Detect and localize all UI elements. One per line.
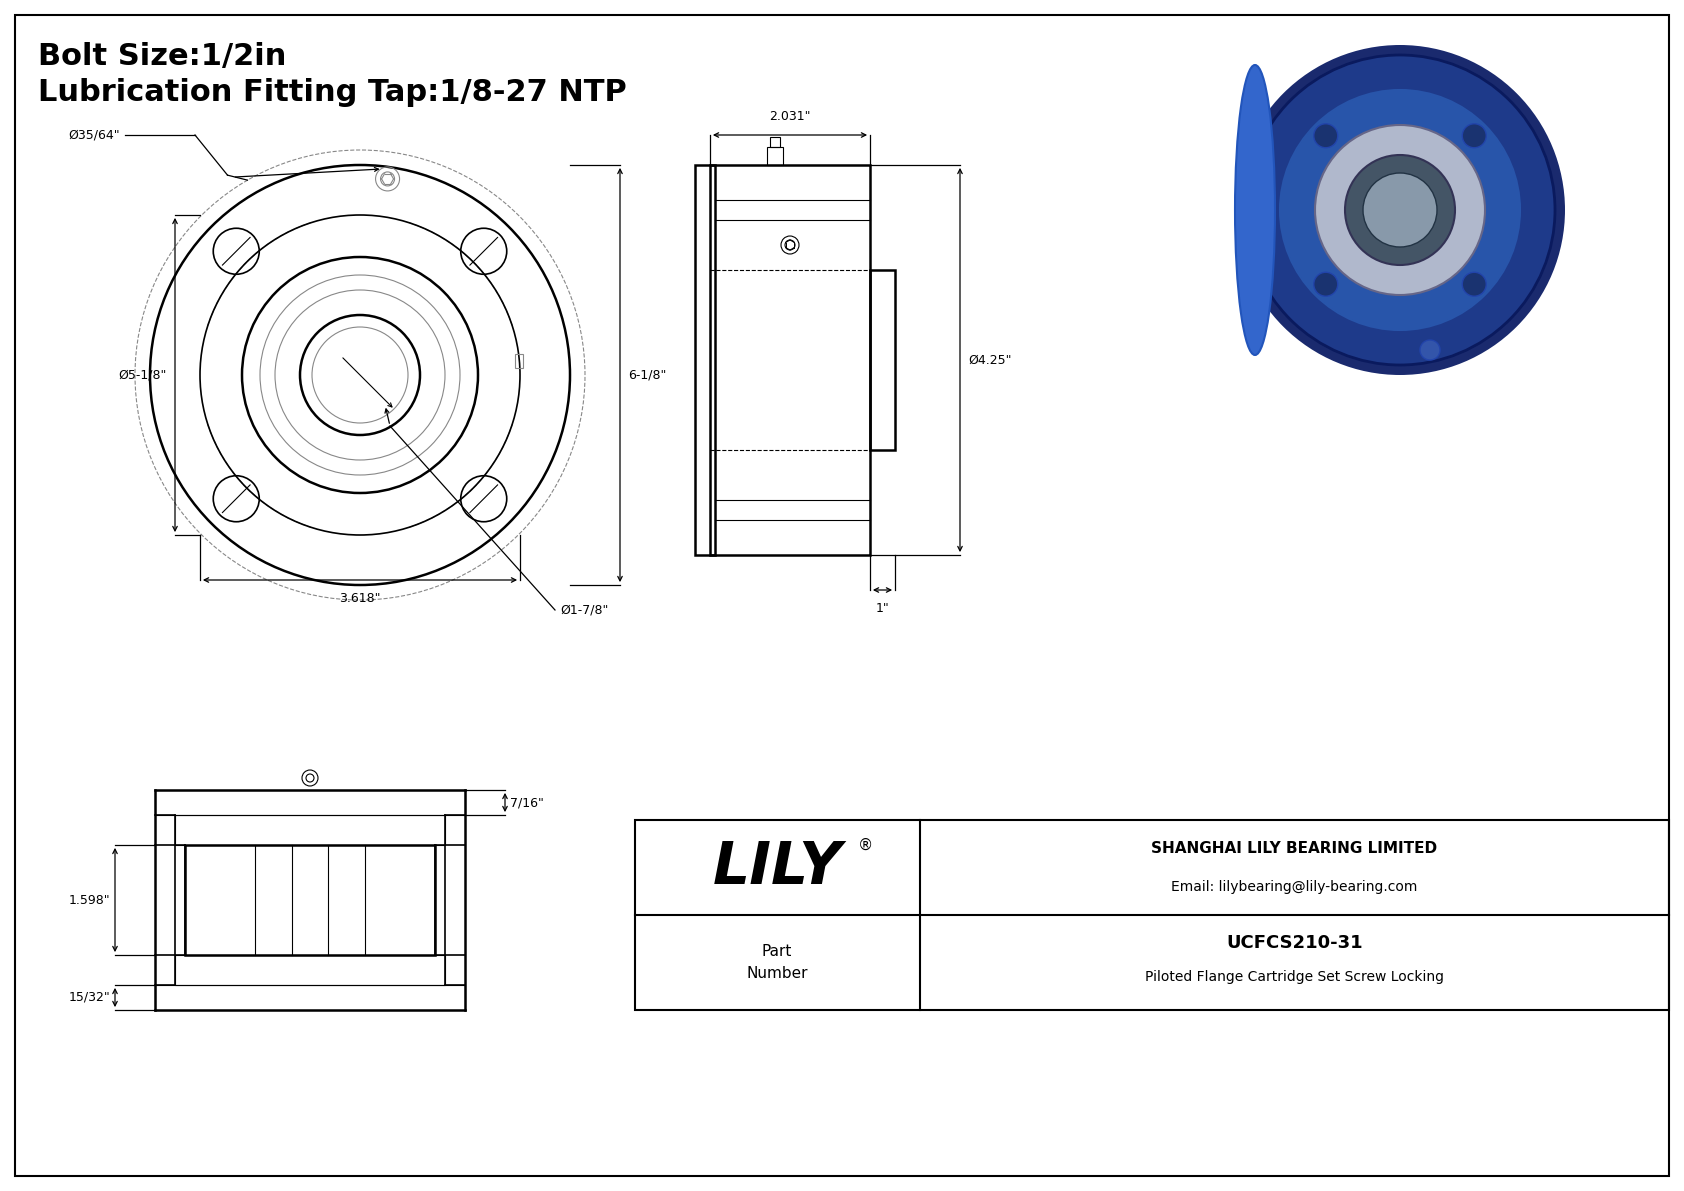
Text: 15/32": 15/32" [69,991,109,1004]
Text: ®: ® [857,838,872,853]
Text: Ø5-1/8": Ø5-1/8" [118,368,167,381]
Bar [175,815,445,844]
Text: Ø4.25": Ø4.25" [968,354,1012,367]
Text: Bolt Size:1/2in: Bolt Size:1/2in [39,42,286,71]
Circle shape [1314,273,1337,297]
Text: Lubrication Fitting Tap:1/8-27 NTP: Lubrication Fitting Tap:1/8-27 NTP [39,77,626,107]
Bar [635,819,1669,1010]
Text: 2.031": 2.031" [770,110,810,123]
Circle shape [1234,45,1564,375]
Circle shape [1315,125,1485,295]
Text: Part
Number: Part Number [746,944,808,980]
Bar [155,985,465,1010]
Bar [711,166,871,555]
Text: 3.618": 3.618" [338,592,381,605]
Circle shape [1420,339,1440,360]
Text: LILY: LILY [712,838,842,896]
Circle shape [1346,155,1455,266]
Text: UCFCS210-31: UCFCS210-31 [1226,935,1362,953]
Text: Ø35/64": Ø35/64" [69,129,120,142]
Text: 1": 1" [876,601,889,615]
Bar [155,790,465,815]
Circle shape [1314,124,1337,148]
Bar [770,137,780,146]
Text: 1.598": 1.598" [69,893,109,906]
Bar [871,270,894,450]
Bar [175,955,445,985]
Text: Email: lilybearing@lily-bearing.com: Email: lilybearing@lily-bearing.com [1172,879,1418,893]
Ellipse shape [1234,66,1275,355]
Text: SHANGHAI LILY BEARING LIMITED: SHANGHAI LILY BEARING LIMITED [1152,841,1438,856]
Bar [766,146,783,166]
Text: 7/16": 7/16" [510,796,544,809]
Text: Ø1-7/8": Ø1-7/8" [561,604,608,617]
Bar [695,166,716,555]
Circle shape [1362,173,1436,247]
Circle shape [1244,55,1554,364]
Text: Piloted Flange Cartridge Set Screw Locking: Piloted Flange Cartridge Set Screw Locki… [1145,969,1443,984]
Bar [185,844,434,955]
Text: 6-1/8": 6-1/8" [628,368,667,381]
Circle shape [1280,91,1521,330]
Bar [515,354,524,368]
Circle shape [1462,124,1487,148]
Circle shape [1462,273,1487,297]
